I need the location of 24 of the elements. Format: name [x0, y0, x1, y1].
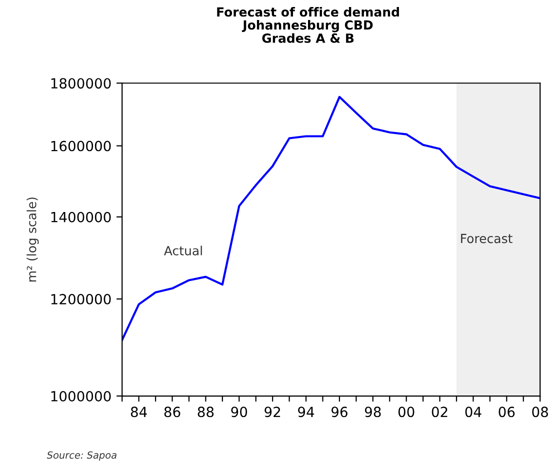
- x-tick-label: 88: [198, 406, 214, 418]
- band-label: Forecast: [461, 234, 512, 244]
- x-tick-label: 04: [465, 406, 482, 418]
- y-axis-title: m² (log scale): [26, 198, 39, 282]
- x-tick-label: 00: [398, 406, 414, 418]
- y-tick-label: 1200000: [51, 294, 111, 304]
- y-tick-label: 1400000: [51, 212, 111, 222]
- annotation: Actual: [164, 246, 202, 256]
- x-tick-label: 94: [298, 406, 314, 418]
- x-tick-label: 06: [498, 406, 515, 418]
- x-tick-label: 02: [432, 406, 448, 418]
- y-tick-label: 1600000: [51, 140, 111, 152]
- chart-title: Forecast of office demand Johannesburg CBD Grades A & B: [217, 7, 399, 43]
- x-tick-label: 92: [264, 406, 280, 418]
- y-tick-label: 1000000: [51, 390, 111, 402]
- x-tick-label: 98: [364, 406, 381, 418]
- x-tick-label: 84: [130, 406, 147, 418]
- source-note: Source: Sapoa: [46, 451, 116, 461]
- y-tick-label: 1800000: [51, 78, 111, 89]
- x-tick-label: 90: [231, 406, 248, 418]
- x-tick-label: 96: [332, 406, 348, 418]
- x-tick-label: 08: [532, 406, 548, 418]
- x-tick-label: 86: [164, 406, 180, 418]
- line-series: [122, 96, 540, 342]
